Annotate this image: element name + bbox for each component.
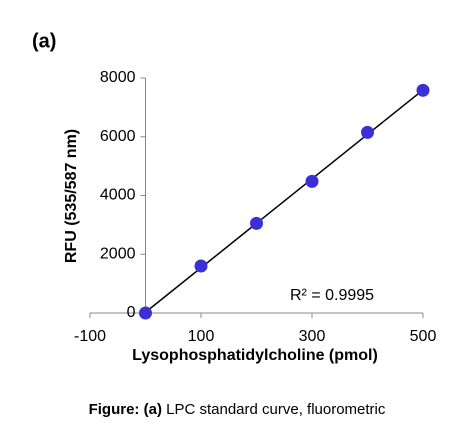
y-tick-label: 0 bbox=[127, 304, 136, 321]
point bbox=[250, 216, 263, 230]
caption: Figure: (a) LPC standard curve, fluorome… bbox=[89, 401, 386, 418]
trendline bbox=[145, 89, 424, 313]
annotation: R² = 0.9995 bbox=[290, 287, 374, 304]
point bbox=[139, 306, 152, 320]
x-tick-label: 300 bbox=[299, 328, 326, 345]
point bbox=[361, 125, 374, 139]
y-tick-label: 6000 bbox=[100, 128, 136, 145]
y-tick-label: 8000 bbox=[100, 69, 136, 86]
x-tick-label: 100 bbox=[188, 328, 215, 345]
caption-panel: (a) bbox=[144, 401, 162, 418]
caption-text: LPC standard curve, fluorometric bbox=[166, 401, 386, 418]
point bbox=[194, 259, 208, 273]
panel-label: (a) bbox=[32, 30, 56, 52]
y-axis-title: RFU (535/587 nm) bbox=[63, 129, 80, 263]
x-tick-label: 500 bbox=[410, 328, 437, 345]
x-axis-title: Lysophosphatidylcholine (pmol) bbox=[132, 347, 378, 364]
caption-label: Figure: bbox=[89, 401, 140, 418]
y-tick-label: 4000 bbox=[100, 187, 136, 204]
point bbox=[416, 83, 430, 97]
x-tick-label: -100 bbox=[74, 328, 106, 345]
y-tick-label: 2000 bbox=[100, 245, 136, 262]
point bbox=[305, 174, 319, 188]
